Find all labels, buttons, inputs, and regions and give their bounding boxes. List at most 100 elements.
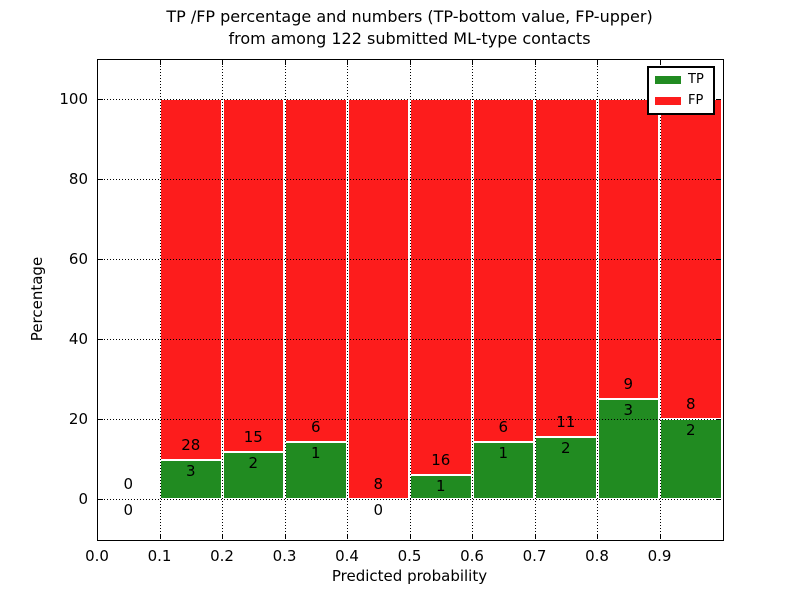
x-tick-label: 0.7 — [522, 547, 547, 565]
x-tick-label: 0.8 — [585, 547, 609, 565]
tp-count-label: 2 — [685, 421, 696, 439]
y-tick-mark-right — [716, 259, 721, 260]
x-tick-mark-top — [659, 60, 661, 65]
y-axis-label: Percentage — [28, 256, 46, 342]
x-tick-mark — [659, 534, 661, 539]
tp-count-label: 2 — [560, 439, 571, 458]
x-tick-mark-top — [222, 60, 223, 65]
bar-fp-segment — [472, 99, 534, 442]
x-tick-mark — [347, 534, 348, 539]
x-tick-label: 0.3 — [272, 547, 297, 565]
bar-fp-segment — [160, 99, 222, 461]
x-tick-label: 0.6 — [460, 547, 484, 565]
bar-tp-segment — [472, 441, 534, 499]
fp-count-label: 8 — [685, 395, 696, 413]
y-tick-mark-right — [716, 419, 721, 420]
y-tick-label: 0 — [78, 490, 88, 508]
x-tick-mark — [472, 534, 473, 539]
x-tick-label: 0.9 — [647, 547, 672, 565]
y-tick-mark-right — [716, 179, 721, 180]
y-tick-mark — [98, 419, 103, 420]
tp-count-label: 3 — [185, 462, 196, 481]
y-tick-label: 20 — [68, 410, 88, 428]
x-tick-mark-top — [284, 60, 286, 65]
fp-count-label: 11 — [556, 413, 576, 432]
legend-entry-fp: FP — [655, 92, 707, 108]
x-tick-mark — [597, 534, 598, 539]
y-tick-mark-right — [716, 99, 721, 100]
x-tick-mark — [222, 534, 223, 539]
legend: TP FP — [647, 66, 715, 115]
v-gridline — [159, 60, 161, 539]
x-tick-mark — [409, 534, 411, 539]
x-tick-mark-top — [472, 60, 473, 65]
bar-fp-segment — [535, 99, 597, 438]
tp-count-label: 2 — [248, 453, 259, 472]
chart-title-line1: TP /FP percentage and numbers (TP-bottom… — [166, 7, 653, 26]
bar-fp-segment — [347, 99, 409, 499]
v-gridline — [534, 60, 536, 539]
x-tick-label: 0.4 — [335, 547, 359, 565]
y-tick-mark-right — [716, 499, 721, 500]
v-gridline — [222, 60, 223, 539]
legend-swatch-tp — [655, 76, 681, 85]
x-tick-mark — [534, 534, 536, 539]
x-tick-label: 0.0 — [85, 547, 109, 565]
y-tick-label: 40 — [68, 330, 88, 348]
y-tick-label: 60 — [68, 250, 88, 268]
bar-fp-segment — [285, 99, 347, 442]
fp-count-label: 6 — [498, 417, 509, 436]
v-gridline — [597, 60, 598, 539]
legend-label-fp: FP — [688, 92, 704, 108]
fp-count-label: 28 — [181, 436, 201, 455]
fp-count-label: 16 — [431, 451, 451, 470]
x-tick-mark — [159, 534, 161, 539]
bar-fp-segment — [597, 99, 659, 399]
x-tick-label: 0.1 — [147, 547, 172, 565]
fp-count-label: 8 — [373, 475, 384, 493]
y-tick-label: 80 — [68, 170, 88, 188]
chart-title: TP /FP percentage and numbers (TP-bottom… — [97, 6, 722, 50]
y-tick-label: 100 — [59, 90, 88, 108]
v-gridline — [347, 60, 348, 539]
tp-count-label: 0 — [123, 501, 134, 519]
v-gridline — [659, 60, 661, 539]
x-tick-mark-top — [597, 60, 598, 65]
x-tick-mark-top — [347, 60, 348, 65]
v-gridline — [409, 60, 411, 539]
x-tick-label: 0.2 — [210, 547, 234, 565]
tp-count-label: 1 — [435, 477, 446, 496]
tp-count-label: 1 — [310, 443, 321, 462]
bar-tp-segment — [597, 399, 659, 499]
chart-title-line2: from among 122 submitted ML-type contact… — [228, 29, 591, 48]
x-tick-mark-top — [534, 60, 536, 65]
bar-tp-segment — [285, 441, 347, 499]
y-tick-mark — [98, 499, 103, 500]
y-tick-mark — [98, 179, 103, 180]
tp-count-label: 3 — [623, 401, 634, 419]
bar-fp-segment — [222, 99, 284, 452]
x-tick-mark-top — [409, 60, 411, 65]
y-tick-mark-right — [716, 339, 721, 340]
fp-count-label: 0 — [123, 475, 134, 493]
x-tick-mark — [97, 534, 98, 539]
x-axis-label: Predicted probability — [331, 567, 488, 585]
y-tick-mark — [98, 259, 103, 260]
y-tick-mark — [98, 339, 103, 340]
tp-count-label: 1 — [498, 443, 509, 462]
tp-count-label: 0 — [373, 501, 384, 519]
x-tick-label: 0.5 — [397, 547, 422, 565]
legend-entry-tp: TP — [655, 73, 707, 87]
y-tick-mark — [98, 99, 103, 100]
fp-count-label: 15 — [243, 427, 263, 446]
x-tick-mark-top — [97, 60, 98, 65]
fp-count-label: 9 — [623, 375, 634, 393]
legend-label-tp: TP — [688, 72, 704, 88]
legend-swatch-fp — [655, 96, 681, 105]
fp-count-label: 6 — [310, 417, 321, 436]
v-gridline — [472, 60, 473, 539]
x-tick-mark-top — [159, 60, 161, 65]
x-tick-mark — [284, 534, 286, 539]
v-gridline — [284, 60, 286, 539]
